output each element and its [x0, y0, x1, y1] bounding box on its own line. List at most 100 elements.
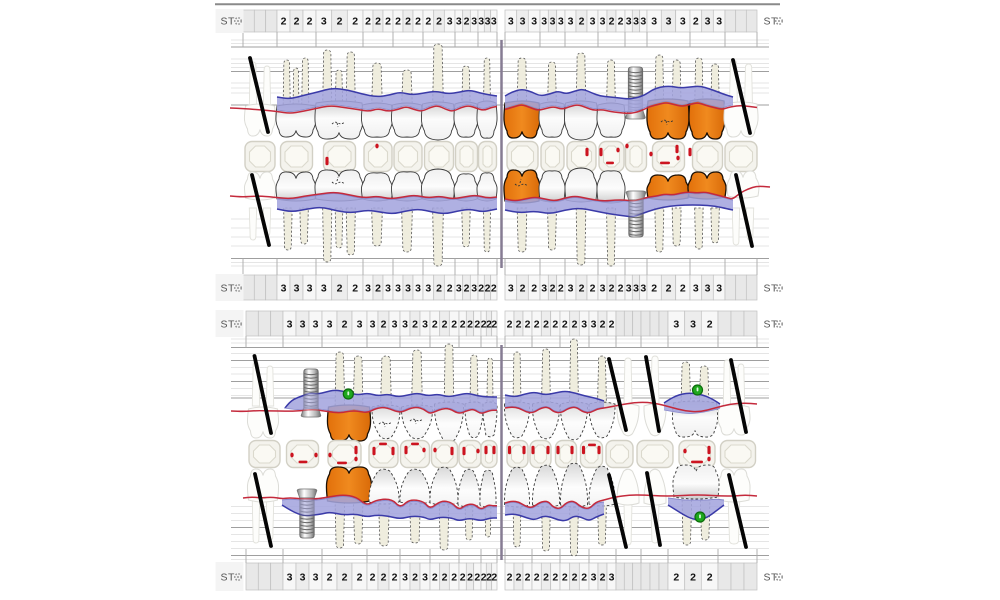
svg-text:2: 2 — [666, 283, 672, 295]
svg-text:2: 2 — [352, 283, 358, 295]
svg-text:3: 3 — [590, 16, 596, 28]
svg-text:2: 2 — [381, 572, 387, 584]
svg-text:2: 2 — [307, 16, 313, 28]
svg-text:2: 2 — [337, 283, 343, 295]
svg-text:3: 3 — [508, 16, 514, 28]
svg-text:2: 2 — [464, 283, 470, 295]
svg-text:2: 2 — [478, 283, 484, 295]
svg-text:3: 3 — [357, 319, 363, 331]
svg-text:3: 3 — [640, 283, 646, 295]
svg-text:3: 3 — [294, 283, 300, 295]
svg-text:3: 3 — [690, 319, 696, 331]
svg-text:2: 2 — [579, 283, 585, 295]
svg-text:3: 3 — [568, 283, 574, 295]
svg-text:3: 3 — [633, 283, 639, 295]
svg-text:2: 2 — [412, 319, 418, 331]
svg-text:ST: ST — [764, 319, 779, 331]
svg-text:3: 3 — [405, 283, 411, 295]
svg-text:3: 3 — [281, 283, 287, 295]
svg-text:2: 2 — [552, 319, 558, 331]
svg-text:2: 2 — [543, 572, 549, 584]
svg-text:2: 2 — [673, 572, 679, 584]
svg-text:3: 3 — [666, 16, 672, 28]
svg-text:2: 2 — [562, 572, 568, 584]
svg-text:3: 3 — [558, 16, 564, 28]
svg-text:2: 2 — [485, 283, 491, 295]
svg-text:3: 3 — [471, 16, 477, 28]
svg-text:3: 3 — [633, 16, 639, 28]
svg-text:2: 2 — [609, 283, 615, 295]
svg-text:3: 3 — [541, 283, 547, 295]
svg-text:2: 2 — [365, 16, 371, 28]
svg-text:2: 2 — [467, 319, 473, 331]
svg-text:2: 2 — [392, 572, 398, 584]
svg-text:2: 2 — [579, 16, 585, 28]
svg-text:2: 2 — [550, 283, 556, 295]
svg-text:3: 3 — [415, 283, 421, 295]
svg-text:ST: ST — [221, 283, 236, 295]
svg-text:2: 2 — [474, 319, 480, 331]
svg-text:2: 2 — [415, 16, 421, 28]
svg-text:3: 3 — [392, 319, 398, 331]
svg-text:3: 3 — [395, 283, 401, 295]
svg-text:2: 2 — [525, 572, 531, 584]
svg-text:2: 2 — [442, 319, 448, 331]
svg-text:3: 3 — [402, 572, 408, 584]
svg-text:2: 2 — [395, 16, 401, 28]
svg-text:3: 3 — [425, 283, 431, 295]
svg-text:2: 2 — [352, 16, 358, 28]
svg-text:2: 2 — [520, 283, 526, 295]
svg-text:3: 3 — [422, 319, 428, 331]
svg-text:2: 2 — [600, 319, 606, 331]
svg-text:2: 2 — [572, 319, 578, 331]
svg-text:2: 2 — [534, 319, 540, 331]
svg-text:3: 3 — [541, 16, 547, 28]
svg-text:2: 2 — [618, 283, 624, 295]
svg-text:3: 3 — [591, 572, 597, 584]
svg-text:2: 2 — [590, 283, 596, 295]
svg-text:2: 2 — [447, 283, 453, 295]
svg-text:2: 2 — [651, 283, 657, 295]
svg-text:3: 3 — [287, 572, 293, 584]
svg-text:3: 3 — [370, 319, 376, 331]
svg-text:2: 2 — [481, 572, 487, 584]
svg-text:2: 2 — [375, 283, 381, 295]
svg-text:3: 3 — [705, 283, 711, 295]
svg-text:2: 2 — [337, 16, 343, 28]
svg-text:2: 2 — [531, 283, 537, 295]
svg-text:3: 3 — [640, 16, 646, 28]
svg-text:2: 2 — [543, 319, 549, 331]
svg-text:3: 3 — [600, 283, 606, 295]
svg-text:3: 3 — [456, 283, 462, 295]
svg-text:3: 3 — [673, 319, 679, 331]
svg-text:3: 3 — [307, 283, 313, 295]
svg-text:2: 2 — [707, 572, 713, 584]
svg-text:2: 2 — [442, 572, 448, 584]
svg-text:2: 2 — [474, 572, 480, 584]
svg-text:2: 2 — [491, 572, 497, 584]
svg-text:ST: ST — [221, 16, 236, 28]
svg-text:2: 2 — [562, 319, 568, 331]
svg-text:3: 3 — [447, 16, 453, 28]
svg-text:2: 2 — [693, 16, 699, 28]
svg-text:3: 3 — [313, 319, 319, 331]
svg-text:3: 3 — [471, 283, 477, 295]
svg-text:2: 2 — [385, 16, 391, 28]
svg-text:2: 2 — [432, 319, 438, 331]
svg-text:2: 2 — [600, 572, 606, 584]
svg-text:2: 2 — [451, 319, 457, 331]
svg-text:3: 3 — [300, 319, 306, 331]
svg-text:2: 2 — [486, 319, 492, 331]
svg-text:3: 3 — [716, 16, 722, 28]
svg-text:2: 2 — [412, 572, 418, 584]
svg-text:3: 3 — [491, 16, 497, 28]
svg-text:2: 2 — [432, 572, 438, 584]
svg-text:3: 3 — [385, 283, 391, 295]
svg-text:2: 2 — [405, 16, 411, 28]
svg-text:3: 3 — [327, 319, 333, 331]
svg-text:3: 3 — [609, 572, 615, 584]
svg-text:2: 2 — [460, 572, 466, 584]
svg-text:3: 3 — [693, 283, 699, 295]
svg-text:2: 2 — [558, 283, 564, 295]
svg-text:2: 2 — [342, 572, 348, 584]
